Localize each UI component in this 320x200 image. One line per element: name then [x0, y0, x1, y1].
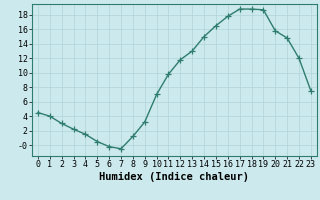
X-axis label: Humidex (Indice chaleur): Humidex (Indice chaleur): [100, 172, 249, 182]
